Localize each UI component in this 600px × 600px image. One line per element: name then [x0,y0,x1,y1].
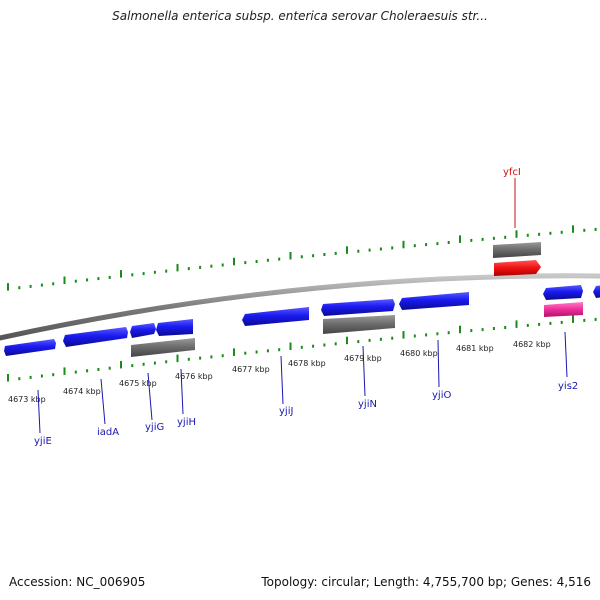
gene-gray-2[interactable] [323,315,395,334]
kbp-label: 4673 kbp [8,395,46,404]
gene-gray-top[interactable] [493,242,541,258]
gene-yjiH[interactable] [156,319,193,336]
gene-yjiN[interactable] [321,299,395,316]
kbp-label: 4679 kbp [344,354,382,363]
accession-text: Accession: NC_006905 [9,575,146,589]
map-title: Salmonella enterica subsp. enterica sero… [112,9,488,23]
gene-label-yfcI: yfcI [503,167,521,178]
gene-yjiG[interactable] [130,323,156,338]
gene-iadA[interactable] [63,327,128,347]
kbp-label: 4677 kbp [232,365,270,374]
label-leaders [37,178,568,434]
gene-features [4,242,600,357]
tick-track-lower [7,315,597,382]
gene-label-yjiH: yjiH [177,417,196,428]
gene-yis2[interactable] [544,302,583,317]
genome-backbone [0,273,600,341]
topology-text: Topology: circular; Length: 4,755,700 bp… [261,575,591,589]
kbp-label: 4680 kbp [400,349,438,358]
gene-blue-right-1[interactable] [543,285,583,300]
gene-label-yjiO: yjiO [432,390,451,401]
gene-gray-1[interactable] [131,338,195,357]
gene-yjiE[interactable] [4,339,56,356]
kbp-label: 4678 kbp [288,359,326,368]
gene-labels: yfcI yjiE iadA yjiG yjiH yjiJ yjiN yjiO … [34,167,578,447]
kbp-label: 4675 kbp [119,379,157,388]
kbp-label: 4682 kbp [513,340,551,349]
gene-label-yis2: yis2 [558,381,578,392]
gene-blue-right-2[interactable] [593,285,600,298]
gene-label-yjiE: yjiE [34,436,52,447]
tick-track-upper [7,225,597,291]
kbp-label: 4674 kbp [63,387,101,396]
gene-label-yjiN: yjiN [358,399,377,410]
gene-label-yjiJ: yjiJ [279,406,293,417]
kbp-labels: 4673 kbp 4674 kbp 4675 kbp 4676 kbp 4677… [8,340,551,404]
gene-yjiO[interactable] [399,292,469,310]
gene-label-iadA: iadA [97,427,119,438]
gene-label-yjiG: yjiG [145,422,164,433]
gene-yfcI[interactable] [494,260,541,276]
kbp-label: 4676 kbp [175,372,213,381]
kbp-label: 4681 kbp [456,344,494,353]
gene-yjiJ[interactable] [242,307,309,326]
